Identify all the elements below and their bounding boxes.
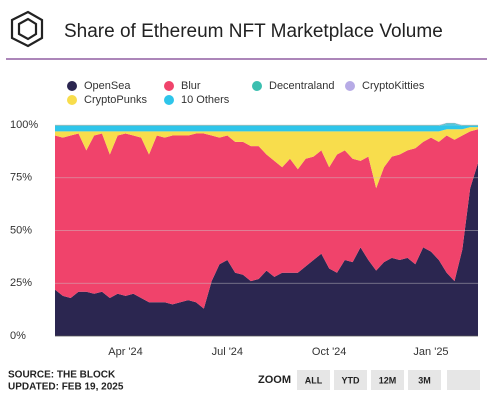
legend-swatch [345, 81, 355, 91]
zoom-button[interactable] [408, 370, 441, 390]
legend-label: 10 Others [181, 94, 230, 106]
zoom-button-label[interactable]: 3M [418, 375, 431, 385]
logo [10, 10, 44, 48]
y-tick-label: 50% [10, 224, 32, 236]
y-tick-label: 100% [10, 119, 38, 131]
legend-swatch [164, 95, 174, 105]
source: SOURCE: THE BLOCK [8, 370, 116, 381]
legend-label: OpenSea [84, 80, 131, 92]
legend-swatch [67, 95, 77, 105]
zoom-button-label[interactable]: ALL [305, 375, 323, 385]
x-tick-label: Oct '24 [312, 346, 347, 358]
zoom-button[interactable] [371, 370, 404, 390]
y-tick-label: 0% [10, 330, 26, 342]
zoom-button-label[interactable]: 12M [379, 375, 397, 385]
legend-swatch [67, 81, 77, 91]
chart-title: Share of Ethereum NFT Marketplace Volume [64, 21, 443, 42]
zoom-button-blank[interactable] [447, 370, 480, 390]
zoom-button[interactable] [334, 370, 367, 390]
x-tick-label: Jan '25 [413, 346, 448, 358]
x-tick-label: Apr '24 [108, 346, 143, 358]
area [55, 129, 478, 309]
zoom-button-label[interactable]: YTD [342, 375, 361, 385]
area [55, 123, 478, 127]
legend-label: CryptoPunks [84, 94, 147, 106]
legend-label: CryptoKitties [362, 80, 425, 92]
zoom-label: ZOOM [258, 374, 291, 386]
area [55, 162, 478, 336]
x-tick-label: Jul '24 [212, 346, 243, 358]
area [55, 127, 478, 189]
zoom-button[interactable] [297, 370, 330, 390]
updated: UPDATED: FEB 19, 2025 [8, 382, 124, 393]
area [55, 123, 478, 132]
legend-swatch [252, 81, 262, 91]
legend-label: Blur [181, 80, 201, 92]
legend-swatch [164, 81, 174, 91]
y-tick-label: 75% [10, 172, 32, 184]
y-tick-label: 25% [10, 277, 32, 289]
legend-label: Decentraland [269, 80, 334, 92]
